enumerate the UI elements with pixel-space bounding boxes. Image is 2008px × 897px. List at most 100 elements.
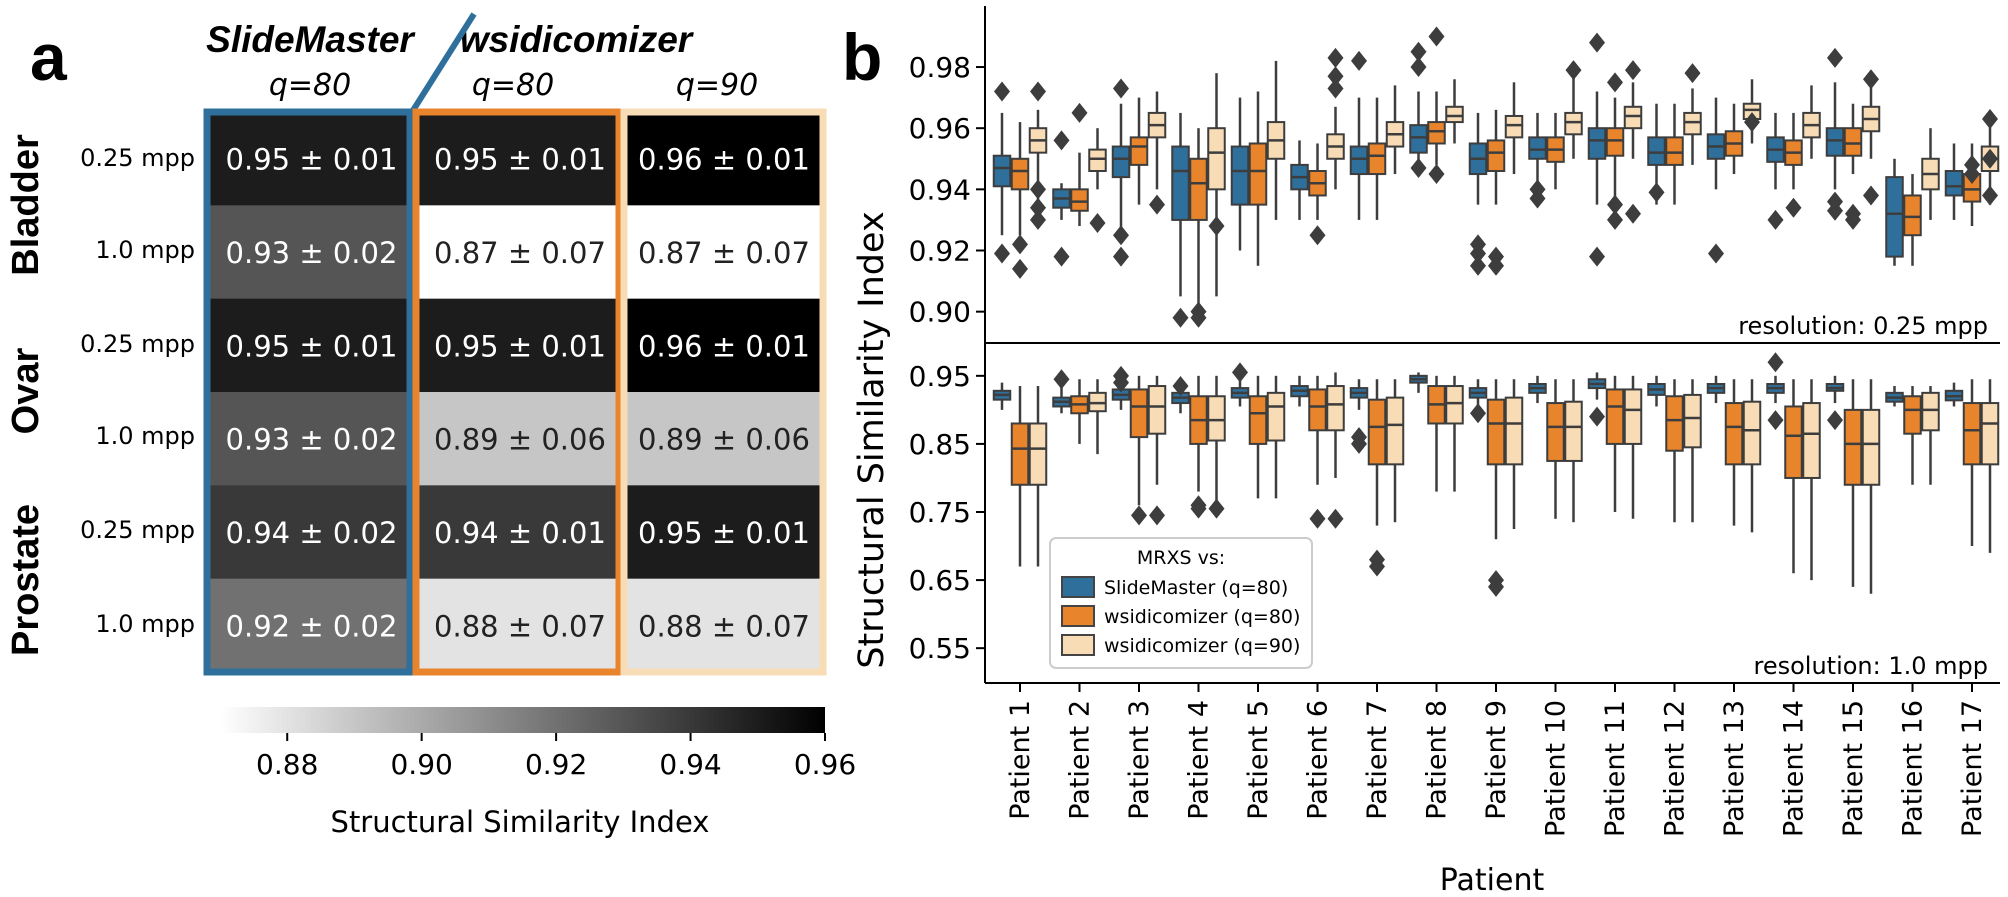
legend-swatch-wsidicomizer-q90 — [1061, 634, 1095, 656]
box-0-s2-p15 — [1861, 69, 1881, 206]
outlier-0 — [1172, 307, 1189, 328]
wsidicomizer-q90-column-box — [620, 108, 827, 676]
column-quality-label-2: q=90 — [676, 68, 758, 103]
box-iqr — [1070, 188, 1089, 212]
box-iqr — [1010, 422, 1030, 486]
box-1-s2-p9 — [1504, 379, 1524, 530]
outlier-2 — [1470, 255, 1486, 276]
heatmap-cell-label-r0-c2: 0.96 ± 0.01 — [638, 143, 810, 177]
heatmap-cell-r0-c2 — [624, 112, 824, 206]
outlier-0 — [1327, 66, 1344, 87]
box-0-s0-p14 — [1766, 112, 1785, 230]
heatmap-cells: 0.95 ± 0.01 0.95 ± 0.01 0.96 ± 0.01 0.93 ± … — [207, 112, 824, 673]
outlier-0 — [1149, 194, 1165, 215]
outlier-0 — [1863, 69, 1879, 90]
box-iqr — [1504, 114, 1524, 139]
ytick-label-0-2: 0.94 — [909, 173, 971, 206]
outlier-1 — [1964, 164, 1980, 185]
box-iqr — [1683, 111, 1702, 136]
organ-label-bladder: Bladder — [5, 134, 47, 276]
box-iqr — [1843, 408, 1863, 486]
box-0-s0-p9 — [1468, 112, 1488, 276]
box-0-s0-p11 — [1587, 32, 1607, 267]
box-iqr — [1230, 145, 1250, 206]
box-1-s0-p15 — [1825, 375, 1845, 431]
legend: MRXS vs: SlideMaster (q=80) wsidicomizer… — [1049, 537, 1313, 669]
box-iqr — [1248, 395, 1268, 445]
outlier-0 — [1827, 47, 1843, 68]
outlier-0 — [1208, 498, 1225, 519]
box-1-s2-p8 — [1445, 375, 1464, 492]
box-0-s1-p7 — [1367, 97, 1387, 220]
outlier-0 — [1767, 209, 1784, 230]
box-0-s2-p16 — [1921, 128, 1940, 220]
outlier-1 — [1845, 209, 1861, 230]
box-iqr — [1349, 145, 1369, 176]
wsidicomizer-q80-column-box — [412, 108, 623, 676]
box-1-s2-p16 — [1921, 386, 1940, 485]
heatmap-cell-label-r1-c2: 0.87 ± 0.07 — [638, 236, 810, 270]
box-iqr — [1308, 388, 1327, 432]
outlier-0 — [1113, 78, 1129, 99]
colorbar-label: Structural Similarity Index — [331, 805, 710, 839]
y-axis-label: Structural Similarity Index — [852, 211, 892, 668]
box-iqr — [1784, 405, 1803, 479]
box-1-s0-p2 — [1052, 369, 1071, 414]
box-iqr — [1944, 170, 1964, 197]
heatmap-cell-label-r1-c0: 0.93 ± 0.02 — [226, 236, 398, 270]
legend-entry-slidemaster: SlideMaster (q=80) — [1104, 577, 1288, 599]
column-quality-label-1: q=80 — [472, 68, 554, 103]
box-1-s1-p6 — [1308, 375, 1327, 529]
legend-entry-wsidicomizer-q90: wsidicomizer (q=90) — [1104, 635, 1300, 657]
box-iqr — [1665, 395, 1684, 452]
legend-swatch-wsidicomizer-q80 — [1061, 605, 1095, 627]
heatmap-cell-r1-c1 — [416, 205, 624, 300]
outlier-1 — [1488, 576, 1504, 597]
outlier-0 — [1351, 50, 1367, 71]
resolution-annotation-bottom: resolution: 1.0 mpp — [1753, 652, 1988, 680]
subplot-1.0mpp: 0.55 0.65 0.75 0.85 0.95 — [909, 352, 2000, 665]
colorbar-tick-label-3: 0.94 — [659, 748, 721, 781]
outlier-0 — [1172, 376, 1189, 397]
ytick-label-0-0: 0.90 — [909, 296, 971, 329]
organ-label-ovar: Ovar — [5, 347, 47, 434]
box-iqr — [1504, 396, 1524, 466]
box-iqr — [1742, 400, 1762, 466]
box-1-s1-p15 — [1843, 379, 1863, 587]
box-1-s1-p8 — [1427, 375, 1446, 492]
box-0-s2-p2 — [1088, 128, 1107, 233]
box-iqr — [1326, 385, 1345, 432]
outlier-1 — [1410, 57, 1427, 78]
xtick-label-6: Patient 6 — [1303, 700, 1334, 820]
box-1-s0-p1 — [992, 382, 1012, 410]
box-iqr — [1385, 396, 1405, 466]
legend-entry-wsidicomizer-q80: wsidicomizer (q=80) — [1104, 606, 1300, 628]
subplot-0.25mpp: 0.90 0.92 0.94 0.96 0.98 — [909, 26, 2000, 329]
outlier-0 — [1565, 60, 1582, 81]
outlier-2 — [1410, 157, 1427, 178]
column-quality-label-0: q=80 — [269, 68, 351, 103]
outlier-1 — [1113, 372, 1129, 393]
box-iqr — [1843, 127, 1863, 157]
box-0-s2-p12 — [1683, 63, 1702, 165]
box-iqr — [1623, 388, 1643, 445]
outlier-0 — [1470, 403, 1486, 424]
box-1-s0-p9 — [1468, 379, 1488, 424]
box-iqr — [1248, 142, 1268, 206]
box-iqr — [1111, 145, 1131, 179]
box-0-s1-p13 — [1724, 103, 1744, 175]
box-1-s1-p13 — [1724, 379, 1744, 526]
box-1-s0-p13 — [1706, 375, 1726, 404]
heatmap-cell-r3-c1 — [416, 392, 624, 486]
panel-b-letter: b — [842, 20, 882, 94]
outlier-1 — [1863, 185, 1879, 206]
outlier-2 — [1827, 200, 1843, 221]
heatmap-cell-label-r2-c2: 0.96 ± 0.01 — [638, 329, 810, 363]
box-iqr — [1683, 393, 1702, 449]
box-1-s2-p12 — [1683, 379, 1702, 523]
box-iqr — [1962, 402, 1982, 466]
xtick-label-5: Patient 5 — [1243, 700, 1274, 820]
resolution-annotation-top: resolution: 0.25 mpp — [1738, 312, 1988, 340]
box-0-s0-p15 — [1825, 47, 1845, 221]
box-0-s1-p9 — [1486, 109, 1506, 276]
